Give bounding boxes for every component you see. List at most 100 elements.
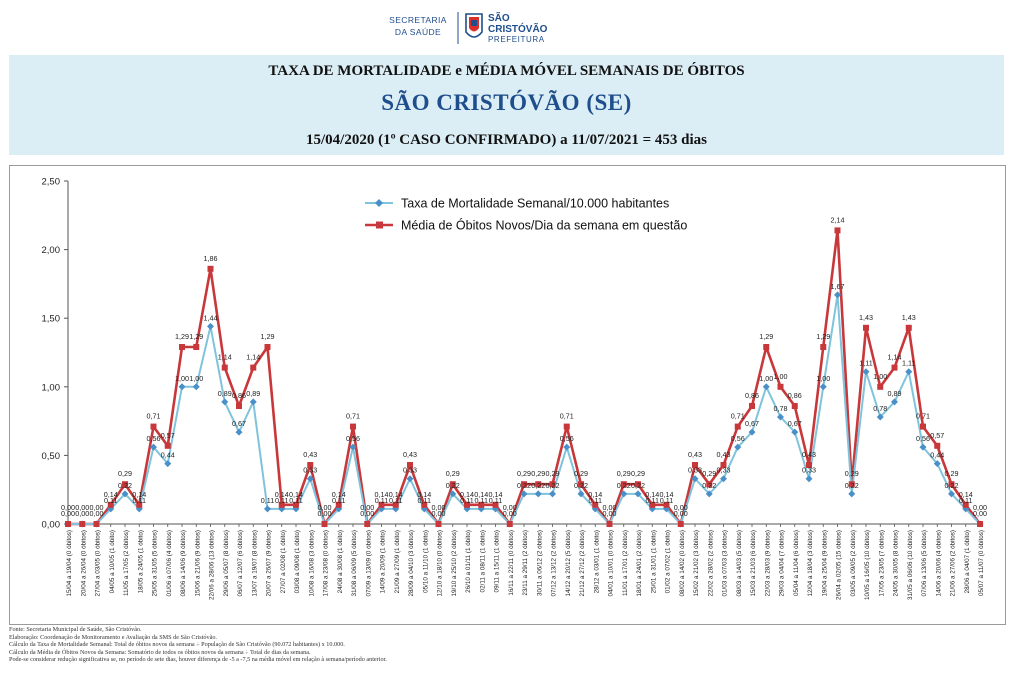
x-tick-label: 19/04 a 25/04 (9 óbitos) <box>821 530 828 597</box>
x-tick-label: 20/04 a 26/04 (0 óbitos) <box>80 530 87 597</box>
x-tick-label: 28/06 a 04/07 (1 óbito) <box>964 530 971 593</box>
taxa-data-label: 0,33 <box>717 466 731 475</box>
media-point <box>221 364 228 371</box>
media-point <box>663 501 670 508</box>
media-data-label: 1,00 <box>774 372 788 381</box>
taxa-data-label: 1,11 <box>859 359 872 368</box>
media-data-label: 0,29 <box>531 469 545 478</box>
media-point <box>392 501 399 508</box>
x-tick-label: 08/03 a 14/03 (5 óbitos) <box>736 530 743 597</box>
logo-right-line3: PREFEITURA <box>488 35 545 44</box>
logo-left-line1: SECRETARIA <box>389 15 447 25</box>
taxa-point <box>306 475 314 483</box>
taxa-data-label: 0,00 <box>360 503 374 512</box>
y-tick-label: 1,00 <box>42 382 61 393</box>
taxa-data-label: 0,11 <box>289 496 302 505</box>
media-data-label: 0,00 <box>90 509 104 518</box>
period-subtitle: 15/04/2020 (1º CASO CONFIRMADO) a 11/07/… <box>305 132 707 148</box>
media-point <box>962 501 969 508</box>
x-tick-label: 23/11 a 29/11 (2 óbitos) <box>522 530 529 596</box>
legend-marker-square <box>376 221 383 229</box>
taxa-data-label: 0,22 <box>531 481 545 490</box>
media-data-label: 0,00 <box>674 509 688 518</box>
taxa-data-label: 0,00 <box>61 503 75 512</box>
x-tick-label: 28/12 a 03/01 (1 óbito) <box>593 530 600 593</box>
media-data-label: 0,00 <box>503 509 517 518</box>
taxa-point <box>164 460 172 468</box>
taxa-data-label: 0,11 <box>589 496 602 505</box>
x-tick-label: 31/05 a 06/06 (10 óbitos) <box>907 530 914 600</box>
x-tick-label: 15/02 a 21/02 (3 óbitos) <box>693 530 700 597</box>
media-point <box>934 442 941 449</box>
media-point <box>93 521 100 527</box>
media-point <box>635 481 641 488</box>
taxa-point <box>620 490 628 498</box>
x-tick-label: 30/11 a 06/12 (2 óbitos) <box>536 530 543 596</box>
taxa-data-label: 0,78 <box>774 404 788 413</box>
chart-panel: 0,00 0,50 1,00 1,50 2,00 2,50 15/04 a 19/04 (0… <box>9 165 1006 625</box>
media-data-label: 1,43 <box>902 313 916 322</box>
prefeitura-logo: SECRETARIA DA SAÚDE SÃO CRISTÓVÃO PREFEI… <box>380 8 570 48</box>
taxa-point <box>221 398 229 406</box>
media-point <box>848 481 855 488</box>
taxa-data-label: 0,56 <box>731 434 745 443</box>
taxa-data-label: 0,00 <box>503 503 517 512</box>
taxa-point <box>449 490 457 498</box>
taxa-point <box>349 443 357 451</box>
taxa-data-label: 0,11 <box>660 496 673 505</box>
taxa-point <box>691 475 699 483</box>
media-point <box>592 501 599 508</box>
taxa-data-label: 0,11 <box>375 496 388 505</box>
media-point <box>734 423 741 430</box>
taxa-data-label: 0,22 <box>546 481 560 490</box>
taxa-data-label: 0,22 <box>945 481 959 490</box>
legend-marker-diamond <box>375 199 383 207</box>
x-tick-label: 04/05 a 10/05 (1 óbito) <box>109 530 116 593</box>
x-tick-label: 26/10 a 01/11 (1 óbito) <box>465 530 472 593</box>
media-data-label: 0,00 <box>432 509 446 518</box>
taxa-data-label: 0,11 <box>418 496 431 505</box>
media-data-label: 0,29 <box>517 469 531 478</box>
taxa-point <box>805 475 813 483</box>
taxa-data-label: 0,56 <box>560 434 574 443</box>
media-point <box>293 501 299 508</box>
taxa-data-label: 1,67 <box>831 282 845 291</box>
taxa-data-label: 0,11 <box>261 496 274 505</box>
media-data-label: 1,14 <box>218 353 232 362</box>
x-tick-label: 12/04 a 18/04 (3 óbitos) <box>807 530 814 597</box>
x-tick-label: 17/08 a 23/08 (0 óbitos) <box>323 530 330 597</box>
media-data-label: 0,14 <box>645 490 659 499</box>
media-data-label: 0,14 <box>389 490 403 499</box>
media-point <box>891 364 898 371</box>
media-point <box>378 501 385 508</box>
taxa-data-label: 0,44 <box>161 451 175 460</box>
media-point <box>920 423 926 430</box>
taxa-data-label: 0,22 <box>617 481 631 490</box>
taxa-data-label: 1,00 <box>175 374 189 383</box>
footnote-elaboration: Elaboração: Coordenação de Monitoramento… <box>9 633 217 641</box>
media-data-label: 0,43 <box>403 450 417 459</box>
media-point <box>535 481 542 488</box>
media-data-label: 0,71 <box>147 412 161 421</box>
x-tick-label: 28/09 a 04/10 (3 óbitos) <box>408 530 415 597</box>
x-tick-label: 05/07 a 11/07 (0 óbitos) <box>978 530 985 596</box>
media-data-label: 0,29 <box>617 469 631 478</box>
media-point <box>506 521 513 527</box>
taxa-point <box>891 398 898 406</box>
media-data-label: 0,29 <box>845 469 859 478</box>
media-point <box>905 324 912 331</box>
media-point <box>578 481 584 488</box>
taxa-data-label: 1,00 <box>189 374 203 383</box>
taxa-point <box>577 490 585 498</box>
x-tick-label: 06/07 a 12/07 (6 óbitos) <box>237 530 244 597</box>
taxa-data-label: 0,11 <box>275 496 288 505</box>
taxa-point <box>207 322 214 330</box>
media-point <box>749 403 755 410</box>
x-tick-label: 05/04 a 11/04 (6 óbitos) <box>793 530 800 596</box>
media-data-label: 0,00 <box>318 509 332 518</box>
x-tick-label: 04/01 a 10/01 (0 óbitos) <box>608 530 615 597</box>
y-tick-label: 0,00 <box>42 520 61 531</box>
media-data-label: 0,86 <box>788 391 802 400</box>
x-tick-label: 25/01 a 31/01 (1 óbito) <box>650 530 657 593</box>
legend-label: Média de Óbitos Novos/Dia da semana em q… <box>401 218 687 233</box>
